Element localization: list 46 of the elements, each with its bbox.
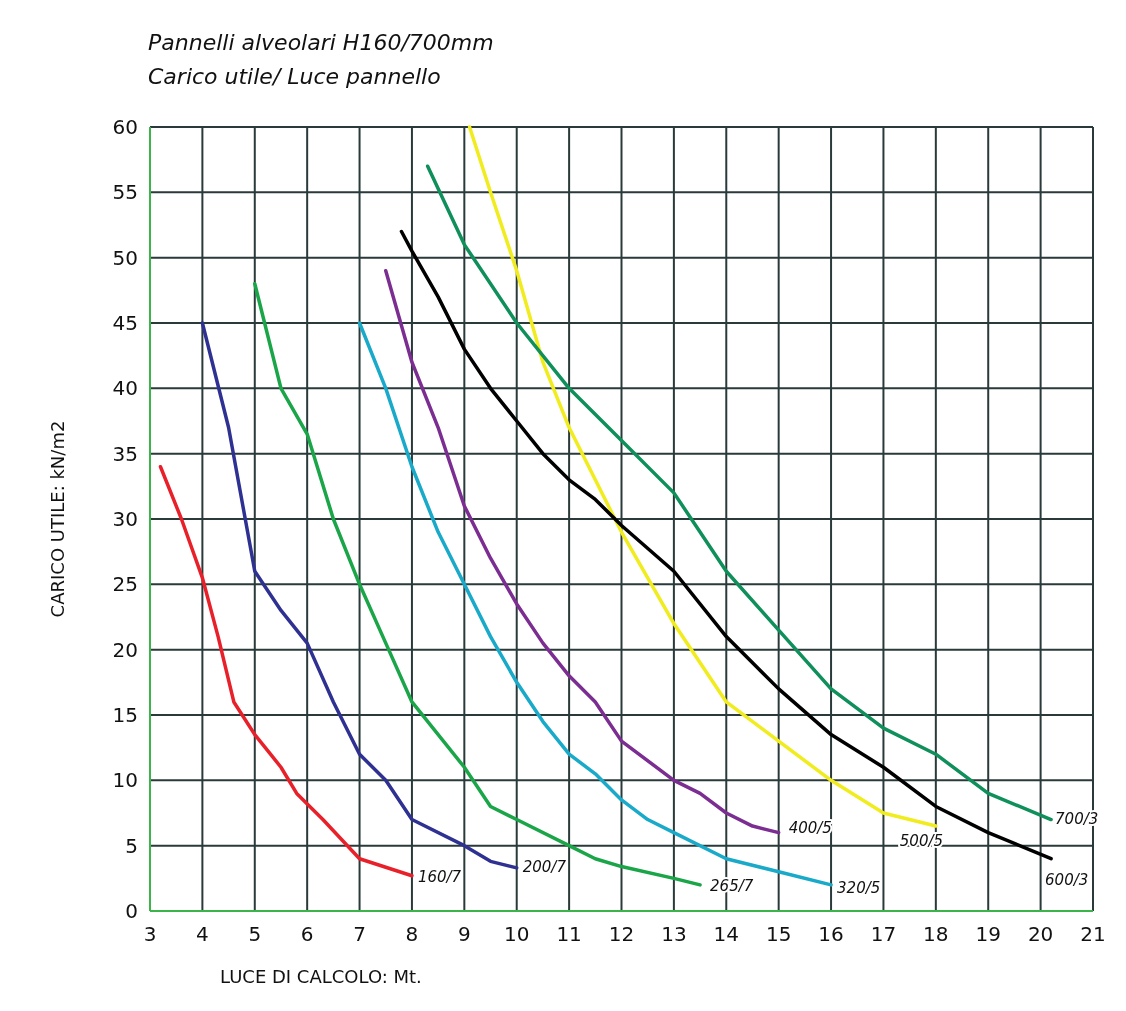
x-tick-label: 17 <box>870 922 897 946</box>
x-tick-label: 14 <box>713 922 739 946</box>
chart-subtitle: Carico utile/ Luce pannello <box>148 64 441 89</box>
y-tick-label: 30 <box>112 507 138 531</box>
x-tick-label: 11 <box>556 922 582 946</box>
line-series <box>384 268 781 835</box>
y-tick-label: 50 <box>112 245 138 270</box>
x-tick-label: 5 <box>248 922 262 946</box>
line-series <box>200 321 519 870</box>
series-label: 600/3 <box>1045 870 1089 889</box>
series-label: 160/7 <box>417 867 462 886</box>
y-tick-label: 15 <box>112 703 138 727</box>
x-tick-label: 7 <box>353 922 366 946</box>
y-tick-label: 20 <box>112 637 138 662</box>
y-tick-label: 35 <box>112 441 138 466</box>
x-tick-label: 16 <box>818 922 844 946</box>
x-tick-label: 8 <box>405 922 419 946</box>
x-axis-title: LUCE DI CALCOLO: Mt. <box>220 966 422 987</box>
x-tick-label: 6 <box>300 922 314 946</box>
x-tick-label: 19 <box>975 922 1001 946</box>
x-tick-label: 12 <box>608 922 635 946</box>
line-series <box>425 164 1053 822</box>
line-series <box>158 464 414 878</box>
x-tick-label: 10 <box>504 922 530 946</box>
y-tick-label: 55 <box>112 180 138 205</box>
y-tick-label: 60 <box>112 115 138 139</box>
y-tick-label: 45 <box>112 311 138 335</box>
chart-title: Pannelli alveolari H160/700mm <box>148 30 494 55</box>
y-tick-label: 25 <box>112 572 138 597</box>
y-tick-label: 0 <box>125 899 138 923</box>
series-label: 200/7 <box>522 857 567 876</box>
y-tick-label: 40 <box>112 376 138 401</box>
line-series <box>253 282 702 887</box>
x-tick-label: 15 <box>765 922 792 946</box>
y-axis-title: CARICO UTILE: kN/m2 <box>47 420 68 618</box>
x-tick-label: 9 <box>457 922 471 946</box>
x-tick-label: 3 <box>143 922 157 946</box>
line-series <box>399 229 1053 861</box>
x-tick-label: 20 <box>1027 922 1054 946</box>
y-tick-label: 10 <box>112 768 138 793</box>
x-tick-label: 18 <box>923 922 949 946</box>
y-tick-label: 5 <box>125 833 138 858</box>
x-tick-label: 4 <box>196 922 209 946</box>
x-tick-label: 21 <box>1080 922 1106 946</box>
series-label: 320/5 <box>837 878 881 897</box>
x-tick-label: 13 <box>661 922 687 946</box>
